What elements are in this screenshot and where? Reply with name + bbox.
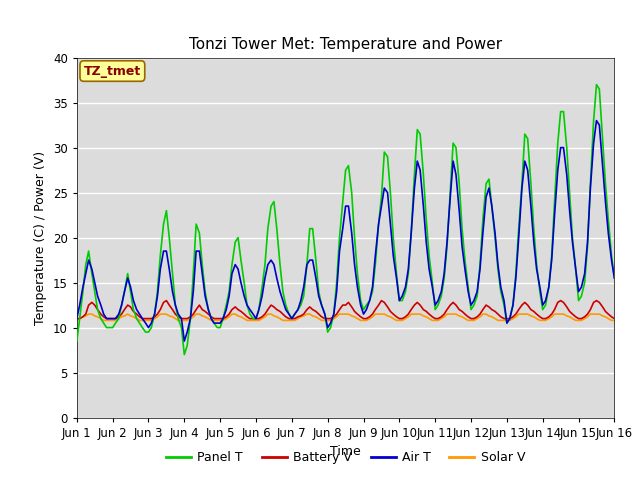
Solar V	[156, 311, 164, 317]
Battery V	[521, 300, 529, 305]
Battery V	[611, 316, 618, 322]
Panel T	[225, 288, 233, 294]
Line: Solar V: Solar V	[77, 314, 614, 321]
Air T	[333, 288, 340, 294]
Solar V	[521, 311, 529, 317]
Panel T	[593, 82, 600, 87]
Air T	[73, 316, 81, 322]
Panel T	[521, 131, 529, 137]
Battery V	[225, 311, 233, 317]
Solar V	[333, 314, 340, 320]
Battery V	[163, 298, 170, 303]
Battery V	[154, 311, 161, 317]
Y-axis label: Temperature (C) / Power (V): Temperature (C) / Power (V)	[35, 151, 47, 324]
Solar V	[611, 318, 618, 324]
Text: TZ_tmet: TZ_tmet	[84, 64, 141, 78]
Air T	[118, 302, 125, 308]
Battery V	[73, 316, 81, 322]
Solar V	[225, 314, 233, 320]
Panel T	[180, 352, 188, 358]
Solar V	[84, 311, 92, 317]
Air T	[611, 275, 618, 281]
Battery V	[333, 311, 340, 317]
Line: Panel T: Panel T	[77, 84, 614, 355]
Air T	[593, 118, 600, 123]
Air T	[335, 248, 343, 254]
Solar V	[120, 313, 128, 319]
Line: Air T: Air T	[77, 120, 614, 341]
X-axis label: Time: Time	[330, 445, 361, 458]
Solar V	[73, 318, 81, 324]
Panel T	[118, 302, 125, 308]
Legend: Panel T, Battery V, Air T, Solar V: Panel T, Battery V, Air T, Solar V	[161, 446, 530, 469]
Panel T	[611, 275, 618, 281]
Panel T	[73, 338, 81, 344]
Panel T	[333, 280, 340, 286]
Title: Tonzi Tower Met: Temperature and Power: Tonzi Tower Met: Temperature and Power	[189, 37, 502, 52]
Panel T	[335, 235, 343, 240]
Air T	[154, 293, 161, 299]
Air T	[521, 158, 529, 164]
Air T	[180, 338, 188, 344]
Battery V	[335, 307, 343, 312]
Air T	[225, 293, 233, 299]
Battery V	[118, 311, 125, 317]
Line: Battery V: Battery V	[77, 300, 614, 319]
Solar V	[335, 311, 343, 317]
Panel T	[154, 288, 161, 294]
